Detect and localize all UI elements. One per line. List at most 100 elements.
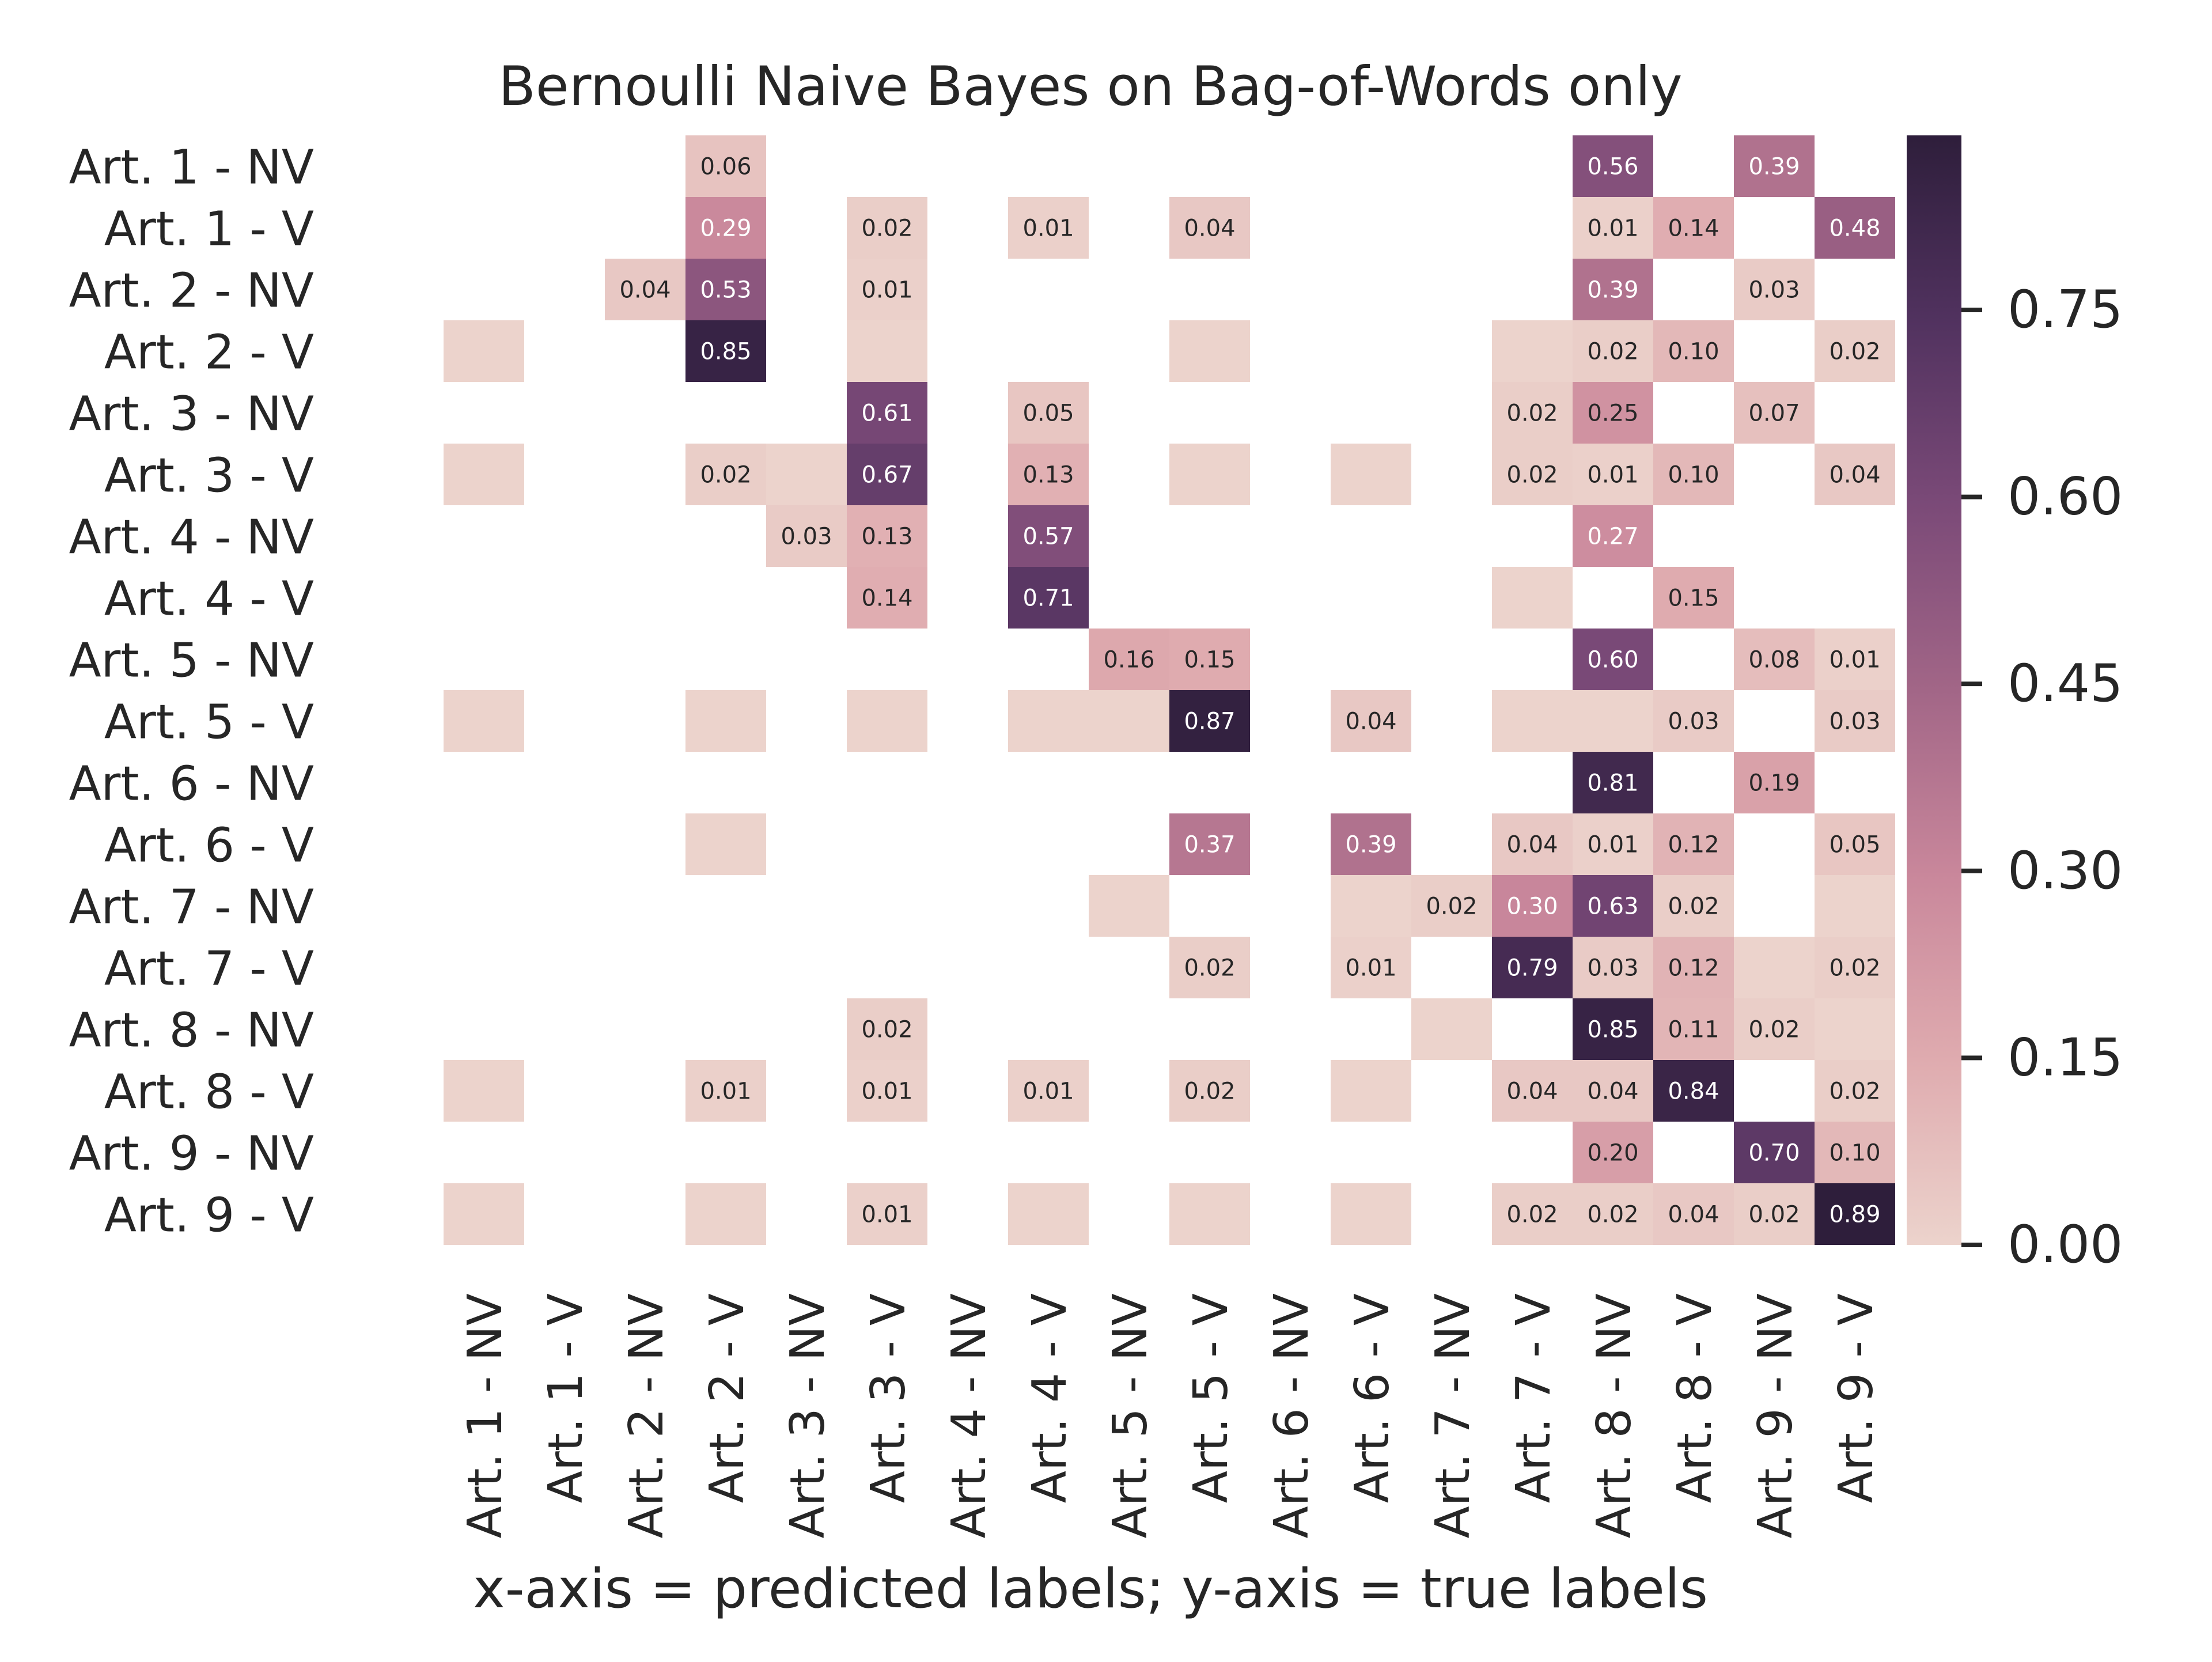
cell-value-label: 0.29: [700, 215, 751, 242]
heatmap-cell: [1331, 875, 1411, 937]
heatmap-cell: [1008, 567, 1089, 629]
heatmap-cell: [1492, 813, 1573, 875]
heatmap-cell: [605, 259, 685, 320]
heatmap-cell: [444, 320, 524, 382]
cell-value-label: 0.27: [1587, 524, 1638, 550]
heatmap-cell: [1411, 875, 1492, 937]
heatmap-cell: [1653, 320, 1734, 382]
y-tick-label: Art. 6 - NV: [69, 757, 314, 812]
heatmap-cell: [847, 998, 927, 1060]
cell-value-label: 0.25: [1587, 400, 1638, 427]
x-tick-label: Art. 2 - V: [700, 1293, 755, 1503]
cell-value-label: 0.14: [1668, 215, 1719, 242]
heatmap-cell: [1653, 998, 1734, 1060]
heatmap-cell: [1573, 444, 1653, 505]
y-tick-label: Art. 9 - NV: [69, 1127, 314, 1182]
y-tick-label: Art. 3 - V: [104, 449, 314, 503]
cell-value-label: 0.71: [1022, 585, 1074, 612]
heatmap-cell: [444, 1060, 524, 1122]
cell-value-label: 0.13: [1022, 462, 1074, 489]
heatmap-cell: [1573, 1060, 1653, 1122]
y-tick-label: Art. 6 - V: [104, 819, 314, 873]
heatmap-cell: [1573, 875, 1653, 937]
cell-value-label: 0.03: [1748, 277, 1800, 304]
cell-value-label: 0.02: [1506, 400, 1558, 427]
heatmap-cell: [1008, 1060, 1089, 1122]
y-tick-label: Art. 2 - V: [104, 325, 314, 380]
cell-value-label: 0.87: [1184, 709, 1235, 735]
colorbar-gradient: [1907, 135, 1961, 1245]
heatmap-cell: [1734, 1183, 1815, 1245]
cell-value-label: 0.30: [1506, 894, 1558, 920]
heatmap-cell: [1492, 690, 1573, 752]
cell-value-label: 0.85: [700, 339, 751, 365]
heatmap-cell: [1169, 1060, 1250, 1122]
heatmap-cell: [685, 813, 766, 875]
heatmap-cell: [1492, 875, 1573, 937]
cell-value-label: 0.01: [1022, 1078, 1074, 1105]
heatmap-cell: [1492, 1183, 1573, 1245]
cell-value-label: 0.01: [861, 1202, 912, 1228]
heatmap-cell: [847, 690, 927, 752]
heatmap-cell: [1331, 690, 1411, 752]
heatmap-cell: [1492, 937, 1573, 998]
heatmap-cell: [1089, 875, 1169, 937]
x-tick-label: Art. 9 - V: [1829, 1293, 1884, 1503]
colorbar-tick-label: 0.00: [2008, 1214, 2123, 1275]
x-tick-label: Art. 8 - NV: [1587, 1293, 1642, 1538]
cell-value-label: 0.01: [700, 1078, 751, 1105]
cell-value-label: 0.48: [1829, 215, 1880, 242]
heatmap-cell: [1492, 320, 1573, 382]
heatmap-cell: [1573, 629, 1653, 690]
x-tick-label: Art. 8 - V: [1668, 1293, 1722, 1503]
cell-value-label: 0.10: [1829, 1140, 1880, 1167]
x-tick-label: Art. 7 - V: [1506, 1293, 1561, 1503]
cell-value-label: 0.02: [1668, 894, 1719, 920]
cell-value-label: 0.07: [1748, 400, 1800, 427]
heatmap-cell: [1573, 690, 1653, 752]
heatmap-cell: [1573, 937, 1653, 998]
heatmap-cell: [1573, 135, 1653, 197]
heatmap-cell: [1815, 1183, 1895, 1245]
cell-value-label: 0.03: [1587, 955, 1638, 982]
heatmap-cell: [1653, 567, 1734, 629]
y-tick-label: Art. 8 - V: [104, 1065, 314, 1120]
heatmap-cell: [444, 1183, 524, 1245]
x-tick-label: Art. 2 - NV: [619, 1293, 674, 1538]
x-tick-label: Art. 7 - NV: [1426, 1293, 1480, 1538]
x-tick-label: Art. 5 - NV: [1103, 1293, 1158, 1538]
cell-value-label: 0.63: [1587, 894, 1638, 920]
cell-value-label: 0.19: [1748, 770, 1800, 797]
x-axis-label: x-axis = predicted labels; y-axis = true…: [473, 1558, 1708, 1621]
heatmap-cell: [1169, 1183, 1250, 1245]
cell-value-label: 0.12: [1668, 955, 1719, 982]
heatmap-cell: [1573, 197, 1653, 259]
heatmap-cell: [1815, 444, 1895, 505]
cell-value-label: 0.53: [700, 277, 751, 304]
x-tick-label: Art. 6 - NV: [1264, 1293, 1319, 1538]
y-tick-label: Art. 4 - V: [104, 572, 314, 627]
heatmap-cell: [1331, 444, 1411, 505]
y-tick-label: Art. 5 - NV: [69, 634, 314, 688]
colorbar-tick-label: 0.60: [2008, 467, 2123, 527]
heatmap-cell: [1653, 1060, 1734, 1122]
heatmap-cell: [1734, 259, 1815, 320]
cell-value-label: 0.16: [1103, 647, 1154, 673]
cell-value-label: 0.67: [861, 462, 912, 489]
heatmap-cell: [1653, 813, 1734, 875]
y-tick-label: Art. 7 - V: [104, 942, 314, 997]
heatmap-cell: [1008, 197, 1089, 259]
cell-value-label: 0.01: [861, 1078, 912, 1105]
cell-value-label: 0.06: [700, 154, 751, 180]
heatmap-cell: [685, 444, 766, 505]
heatmap-cell: [444, 444, 524, 505]
cell-value-label: 0.02: [1426, 894, 1477, 920]
x-tick-labels: Art. 1 - NV Art. 1 - V Art. 2 - NV Art. 2 -…: [458, 1293, 1884, 1538]
x-tick-label: Art. 6 - V: [1345, 1293, 1400, 1503]
cell-value-label: 0.37: [1184, 832, 1235, 858]
heatmap-cell: [1815, 1122, 1895, 1183]
heatmap-cell: [1331, 937, 1411, 998]
heatmap-cells: 0.06 0.56 0.39 0.29 0.02 0.01 0.04 0.01 0.14 0.48…: [444, 135, 1895, 1245]
heatmap-cell: [685, 320, 766, 382]
cell-value-label: 0.02: [1587, 1202, 1638, 1228]
